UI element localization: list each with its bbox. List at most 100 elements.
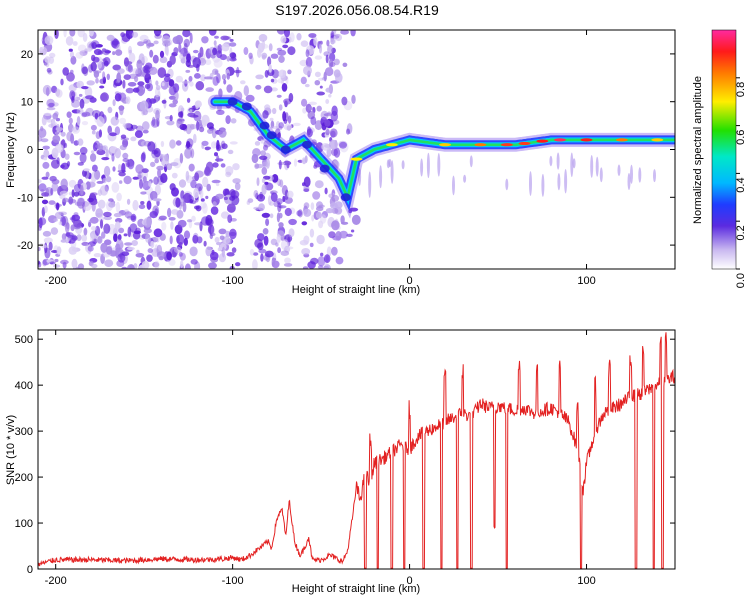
- heatmap-noise-cell: [76, 116, 81, 126]
- heatmap-noise-cell: [111, 182, 120, 193]
- heatmap-noise-cell: [203, 76, 213, 80]
- heatmap-noise-cell: [125, 87, 134, 94]
- heatmap-noise-cell: [263, 144, 268, 151]
- heatmap-noise-cell: [53, 218, 58, 222]
- heatmap-streak: [529, 171, 532, 196]
- colorbar-tick-label: 0.6: [735, 130, 747, 145]
- heatmap-noise-cell: [325, 87, 332, 93]
- heatmap-noise-cell: [140, 201, 145, 205]
- heatmap-noise-cell: [211, 225, 215, 236]
- heatmap-noise-cell: [164, 73, 171, 78]
- heatmap-noise-cell: [284, 207, 292, 217]
- heatmap-noise-cell: [254, 163, 260, 170]
- heatmap-noise-cell: [215, 193, 224, 200]
- heatmap-noise-cell: [38, 136, 43, 142]
- heatmap-noise-cell: [112, 99, 116, 107]
- heatmap-noise-cell: [202, 203, 208, 214]
- heatmap-noise-cell: [211, 179, 221, 184]
- heatmap-noise-cell: [196, 121, 200, 131]
- spectrogram-x-label: Height of straight line (km): [292, 284, 420, 296]
- heatmap-noise-cell: [276, 94, 282, 98]
- heatmap-streak: [599, 167, 603, 183]
- heatmap-noise-cell: [156, 165, 164, 171]
- heatmap-noise-cell: [38, 183, 47, 192]
- heatmap-noise-cell: [145, 233, 151, 243]
- heatmap-noise-cell: [186, 219, 193, 223]
- heatmap-noise-cell: [310, 257, 319, 265]
- heatmap-noise-cell: [278, 212, 283, 219]
- snr-y-axis: 0 100 200 300 400 500: [15, 334, 675, 576]
- heatmap-noise-cell: [178, 111, 183, 118]
- heatmap-noise-cell: [198, 119, 203, 126]
- heatmap-noise-cell: [214, 35, 219, 39]
- x-tick-label: 100: [577, 275, 595, 287]
- heatmap-noise-cell: [292, 122, 301, 127]
- heatmap-noise-cell: [226, 72, 231, 80]
- heatmap-noise-cell: [103, 223, 111, 234]
- heatmap-noise-cell: [209, 224, 214, 235]
- heatmap-noise-cell: [175, 140, 182, 146]
- heatmap-noise-cell: [113, 82, 118, 88]
- heatmap-noise-cell: [172, 36, 181, 44]
- heatmap-noise-cell: [203, 240, 207, 247]
- heatmap-noise-cell: [127, 64, 133, 73]
- figure-title: S197.2026.056.08.54.R19: [275, 2, 439, 18]
- heatmap-noise-cell: [135, 252, 145, 258]
- heatmap-noise-cell: [169, 235, 173, 245]
- heatmap-noise-cell: [79, 146, 88, 155]
- heatmap-noise-cell: [122, 152, 129, 159]
- heatmap-noise-cell: [51, 182, 59, 192]
- heatmap-noise-cell: [216, 109, 225, 116]
- heatmap-noise-cell: [91, 150, 95, 154]
- heatmap-noise-cell: [71, 214, 81, 222]
- heatmap-streak: [420, 158, 424, 177]
- heatmap-noise-cell: [190, 124, 197, 130]
- heatmap-noise-cell: [231, 247, 237, 253]
- heatmap-noise-cell: [321, 143, 330, 151]
- heatmap-noise-cell: [90, 171, 97, 183]
- heatmap-noise-cell: [313, 36, 318, 46]
- heatmap-noise-cell: [59, 194, 66, 200]
- heatmap-noise-cell: [43, 205, 48, 214]
- heatmap-noise-cell: [126, 246, 135, 251]
- heatmap-noise-cell: [193, 133, 197, 144]
- heatmap-noise-cell: [151, 116, 156, 127]
- heatmap-noise-cell: [154, 158, 159, 164]
- ridge-peak: [536, 139, 549, 143]
- heatmap-noise-cell: [86, 181, 96, 188]
- heatmap-noise-cell: [284, 30, 290, 38]
- heatmap-noise-cell: [224, 236, 232, 246]
- heatmap-noise-cell: [155, 80, 159, 86]
- heatmap-noise-cell: [300, 40, 309, 47]
- heatmap-noise-cell: [199, 46, 204, 58]
- heatmap-noise-cell: [104, 50, 112, 54]
- heatmap-noise-cell: [263, 235, 269, 246]
- heatmap-noise-cell: [150, 240, 155, 249]
- heatmap-noise-cell: [284, 257, 291, 264]
- heatmap-noise-cell: [49, 261, 56, 265]
- heatmap-noise-cell: [340, 30, 349, 35]
- ridge-peak: [439, 143, 451, 147]
- heatmap-noise-cell: [326, 246, 332, 257]
- heatmap-noise-cell: [189, 109, 193, 113]
- heatmap-noise-cell: [79, 98, 85, 109]
- heatmap-noise-cell: [270, 78, 275, 83]
- heatmap-noise-cell: [103, 216, 112, 221]
- heatmap-noise-cell: [153, 40, 159, 45]
- heatmap-noise-cell: [78, 93, 83, 97]
- heatmap-noise-cell: [38, 128, 47, 138]
- heatmap-noise-cell: [320, 252, 324, 257]
- heatmap-noise-cell: [308, 33, 317, 38]
- heatmap-noise-cell: [152, 54, 159, 64]
- heatmap-noise-cell: [220, 211, 230, 219]
- heatmap-noise-cell: [156, 117, 160, 127]
- y-tick-label: 400: [15, 380, 33, 392]
- heatmap-noise-cell: [115, 201, 121, 213]
- heatmap-noise-cell: [328, 139, 338, 150]
- heatmap-noise-cell: [44, 35, 54, 46]
- heatmap-noise-cell: [349, 207, 359, 212]
- heatmap-noise-cell: [261, 166, 268, 175]
- heatmap-noise-cell: [182, 124, 188, 132]
- heatmap-noise-cell: [38, 179, 42, 184]
- heatmap-noise-cell: [61, 233, 67, 241]
